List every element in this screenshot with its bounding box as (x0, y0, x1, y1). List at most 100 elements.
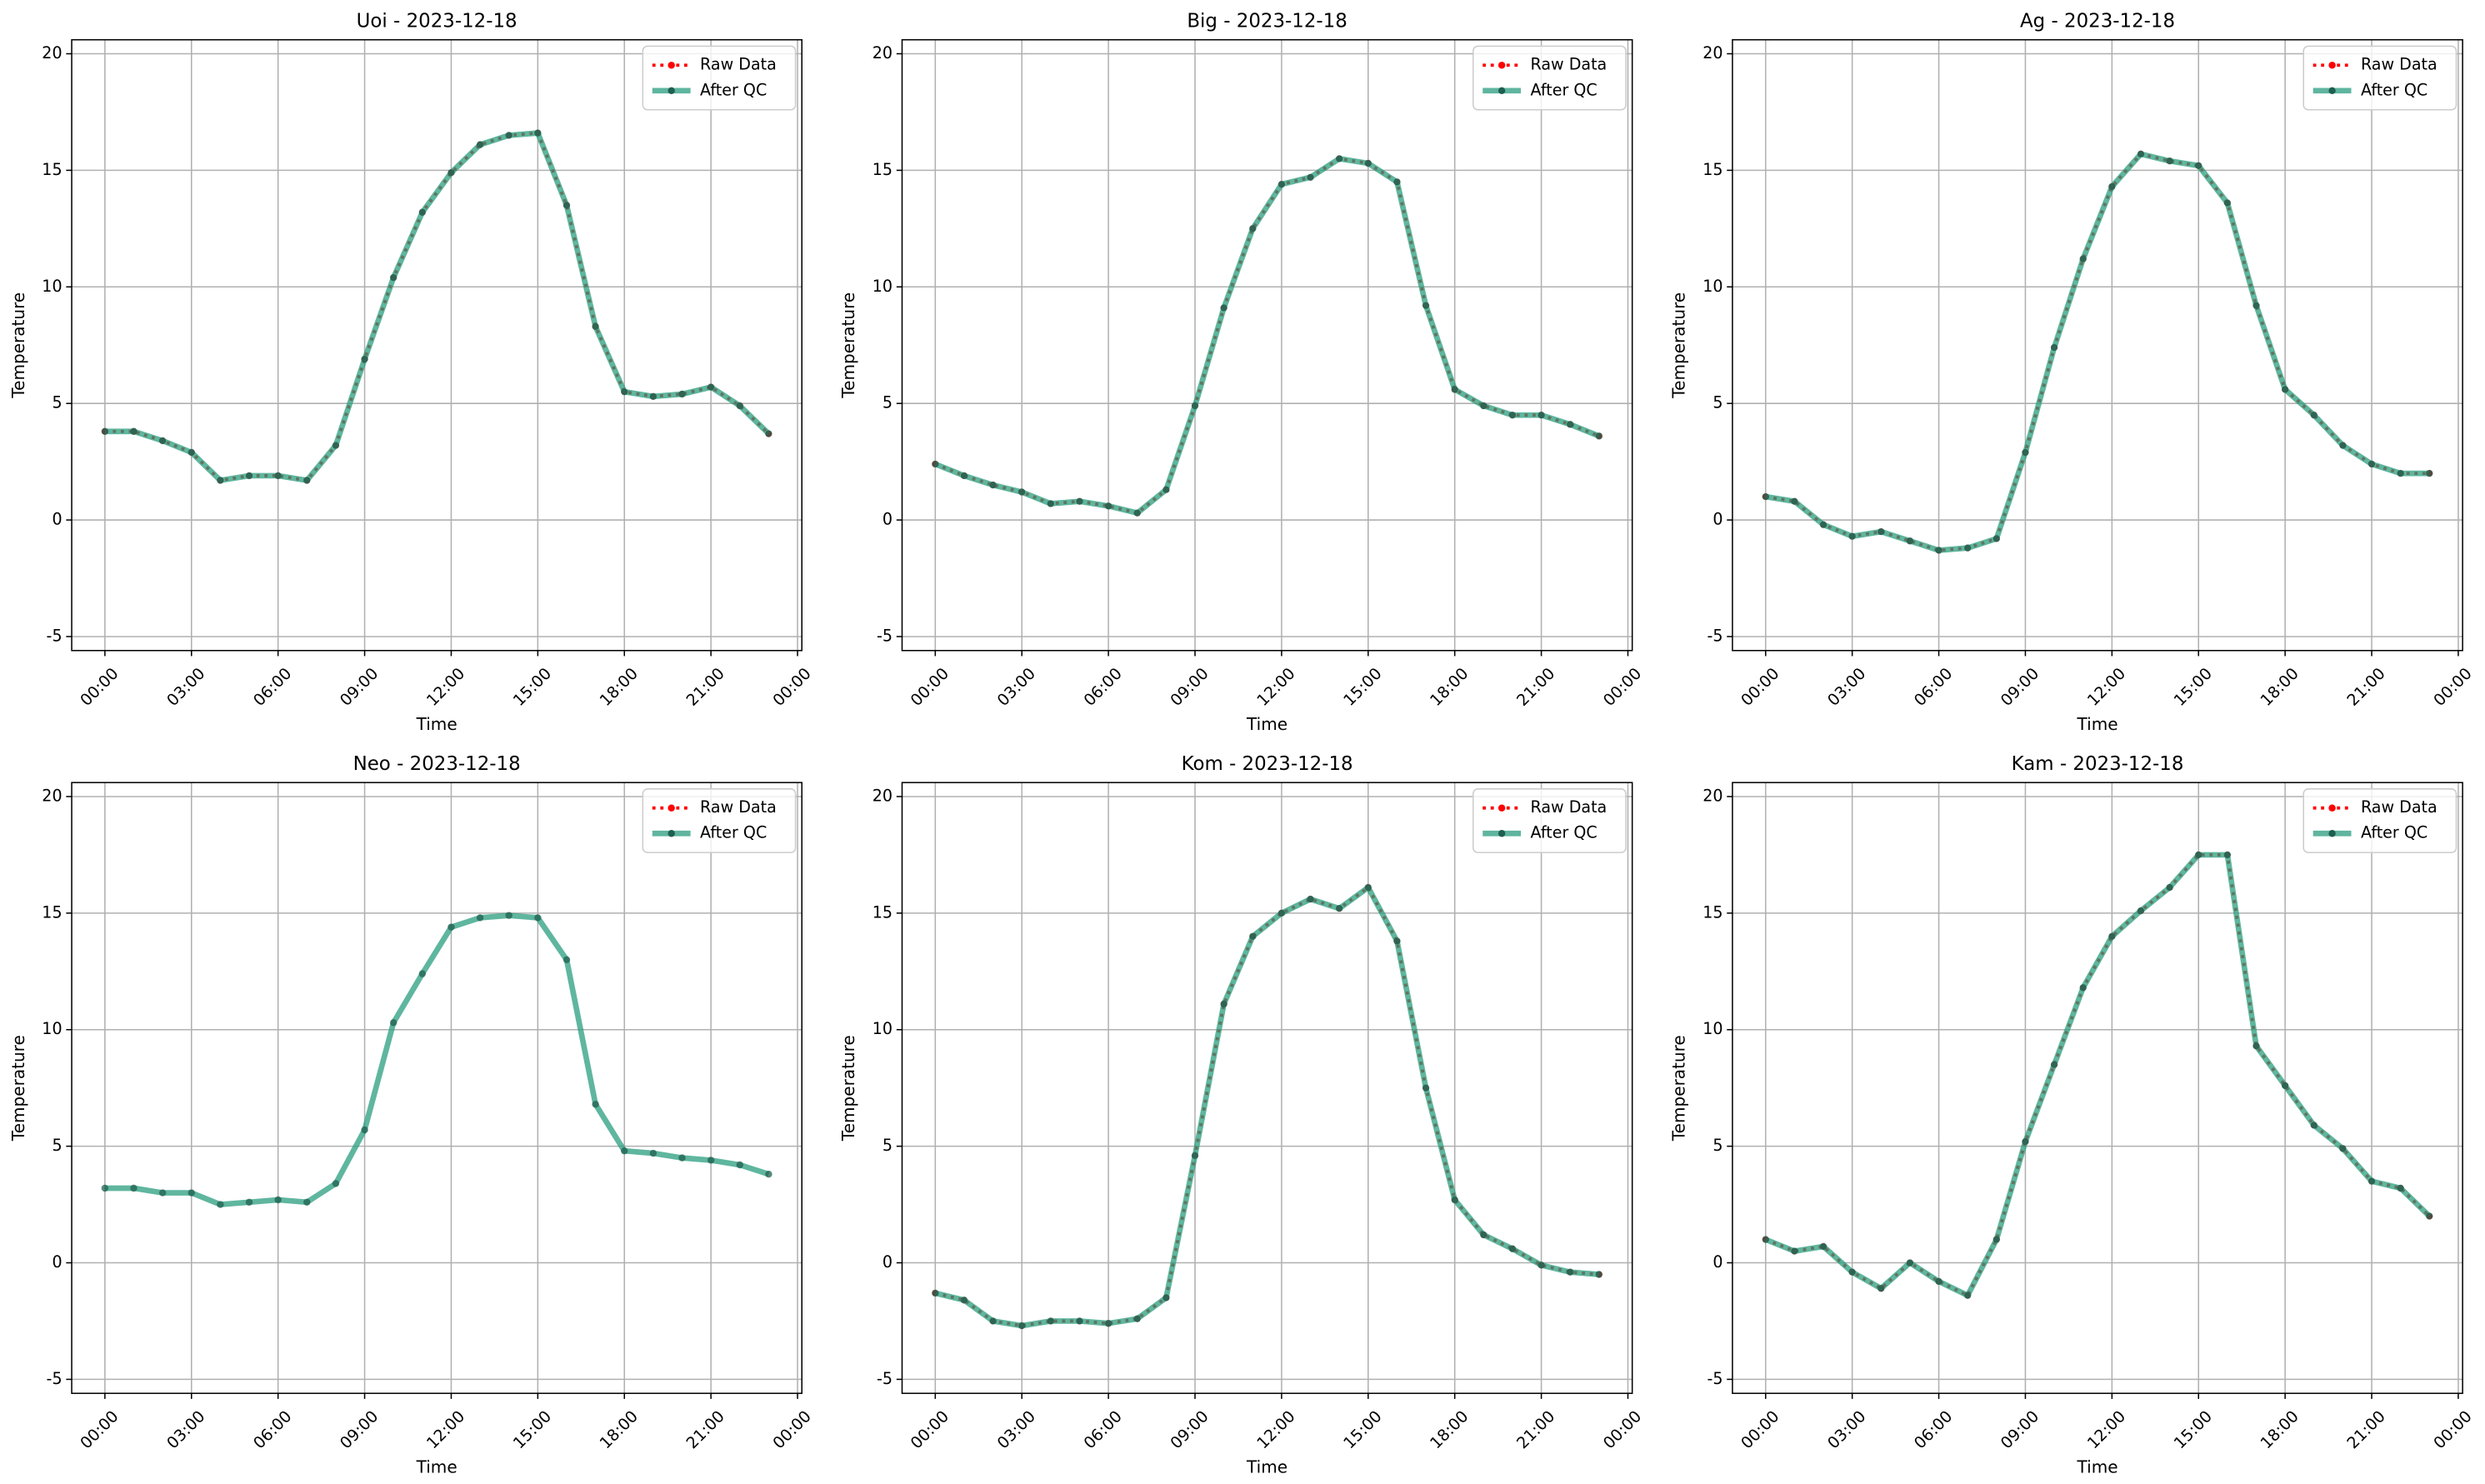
data-point (1567, 1268, 1574, 1276)
x-tick-label: 12:00 (2084, 664, 2129, 709)
data-point (2426, 1212, 2433, 1220)
data-point (2252, 302, 2260, 309)
data-point (2166, 883, 2173, 892)
y-tick-label: 0 (882, 1253, 892, 1272)
legend-box (2302, 788, 2458, 853)
x-tick-label: 00:00 (1738, 1407, 1782, 1452)
subplot: 00:00 03:00 06:00 09:00 12:00 15:00 18:00 21:00… (1669, 10, 2476, 734)
data-point (1935, 547, 1942, 554)
x-tick-label: 12:00 (1253, 1407, 1298, 1452)
series-line (1765, 151, 2430, 553)
data-point (1819, 1242, 1828, 1251)
x-tick-label: 15:00 (1340, 664, 1385, 709)
x-tick-label: 09:00 (1998, 1407, 2042, 1452)
data-point (1848, 1268, 1856, 1276)
y-tick-label: 5 (882, 1137, 892, 1155)
data-point (534, 914, 542, 922)
x-tick-label: 00:00 (908, 664, 952, 709)
data-point (1220, 1000, 1228, 1008)
data-point (1364, 159, 1372, 167)
data-point (1595, 432, 1603, 440)
data-point (332, 442, 340, 449)
legend-label: After QC (2361, 81, 2428, 99)
plot-area (902, 39, 1632, 651)
data-point (2079, 255, 2087, 262)
axes-frame (71, 782, 802, 1394)
y-tick-label: 5 (52, 1137, 62, 1155)
y-tick-label: -5 (1707, 1370, 1722, 1388)
qc-series (1762, 150, 2433, 554)
legend-label: After QC (2361, 824, 2428, 842)
data-point (2223, 851, 2232, 859)
data-point (2022, 448, 2029, 457)
data-point (2397, 1184, 2404, 1192)
data-point (562, 956, 571, 964)
data-point (389, 1019, 398, 1027)
data-point (2050, 343, 2058, 352)
y-tick-label: 15 (1702, 161, 1722, 179)
data-point (2339, 1145, 2347, 1152)
x-axis-label: Time (416, 1457, 458, 1477)
x-tick-label: 18:00 (2257, 664, 2302, 709)
legend-marker (2328, 804, 2336, 812)
data-point (2281, 1082, 2289, 1090)
x-tick-label: 00:00 (1738, 664, 1782, 709)
y-tick-label: 0 (882, 511, 892, 529)
data-point (1762, 1236, 1769, 1243)
legend-marker (1498, 62, 1506, 69)
y-tick-label: -5 (47, 1370, 62, 1388)
data-point (2022, 1137, 2029, 1146)
y-tick-label: 15 (42, 903, 62, 922)
legend-marker (668, 62, 675, 69)
y-tick-label: 20 (42, 787, 62, 805)
legend-marker (1498, 830, 1506, 837)
data-point (1595, 1271, 1603, 1278)
data-point (2310, 411, 2318, 419)
data-point (188, 1189, 195, 1197)
x-tick-label: 15:00 (1340, 1407, 1385, 1452)
y-axis-label: Temperature (8, 1035, 28, 1142)
data-point (736, 402, 743, 410)
legend-marker (668, 830, 675, 837)
legend-marker (1498, 804, 1506, 812)
x-tick-label: 00:00 (769, 1407, 814, 1452)
x-axis-label: Time (416, 714, 458, 734)
data-point (592, 1101, 599, 1108)
y-tick-label: 20 (42, 44, 62, 62)
legend: Raw Data After QC (1472, 45, 1627, 111)
data-point (1508, 1245, 1517, 1252)
data-point (1162, 486, 1170, 493)
data-point (1451, 386, 1458, 393)
data-point (1508, 411, 1517, 419)
data-point (989, 1317, 997, 1325)
y-tick-label: 5 (882, 394, 892, 412)
data-point (960, 472, 968, 480)
data-point (1249, 225, 1257, 232)
data-point (707, 1157, 715, 1164)
x-tick-label: 18:00 (1427, 1407, 1472, 1452)
legend: Raw Data After QC (2302, 788, 2458, 853)
data-point (1480, 402, 1488, 410)
series-line (104, 130, 771, 483)
x-tick-label: 15:00 (510, 664, 555, 709)
legend-label: After QC (1531, 81, 1598, 99)
data-point (678, 1154, 686, 1162)
chart-title: Kom - 2023-12-18 (1182, 753, 1353, 775)
axes-frame (71, 38, 802, 652)
data-point (1076, 1317, 1083, 1325)
data-point (2310, 1122, 2318, 1129)
plot-area (72, 39, 802, 651)
plot-area (1732, 782, 2463, 1394)
series-line (1764, 852, 2432, 1299)
chart-title: Big - 2023-12-18 (1187, 10, 1347, 32)
data-point (1191, 1152, 1199, 1160)
data-point (505, 132, 512, 139)
data-point (1133, 509, 1141, 517)
data-point (1480, 1231, 1488, 1239)
y-tick-label: -5 (877, 627, 892, 645)
legend-box (2302, 45, 2458, 111)
data-point (1104, 1320, 1112, 1327)
legend-marker (2328, 87, 2336, 95)
x-tick-label: 03:00 (1824, 664, 1869, 709)
subplot: 00:00 03:00 06:00 09:00 12:00 15:00 18:00 21:00… (838, 753, 1645, 1477)
